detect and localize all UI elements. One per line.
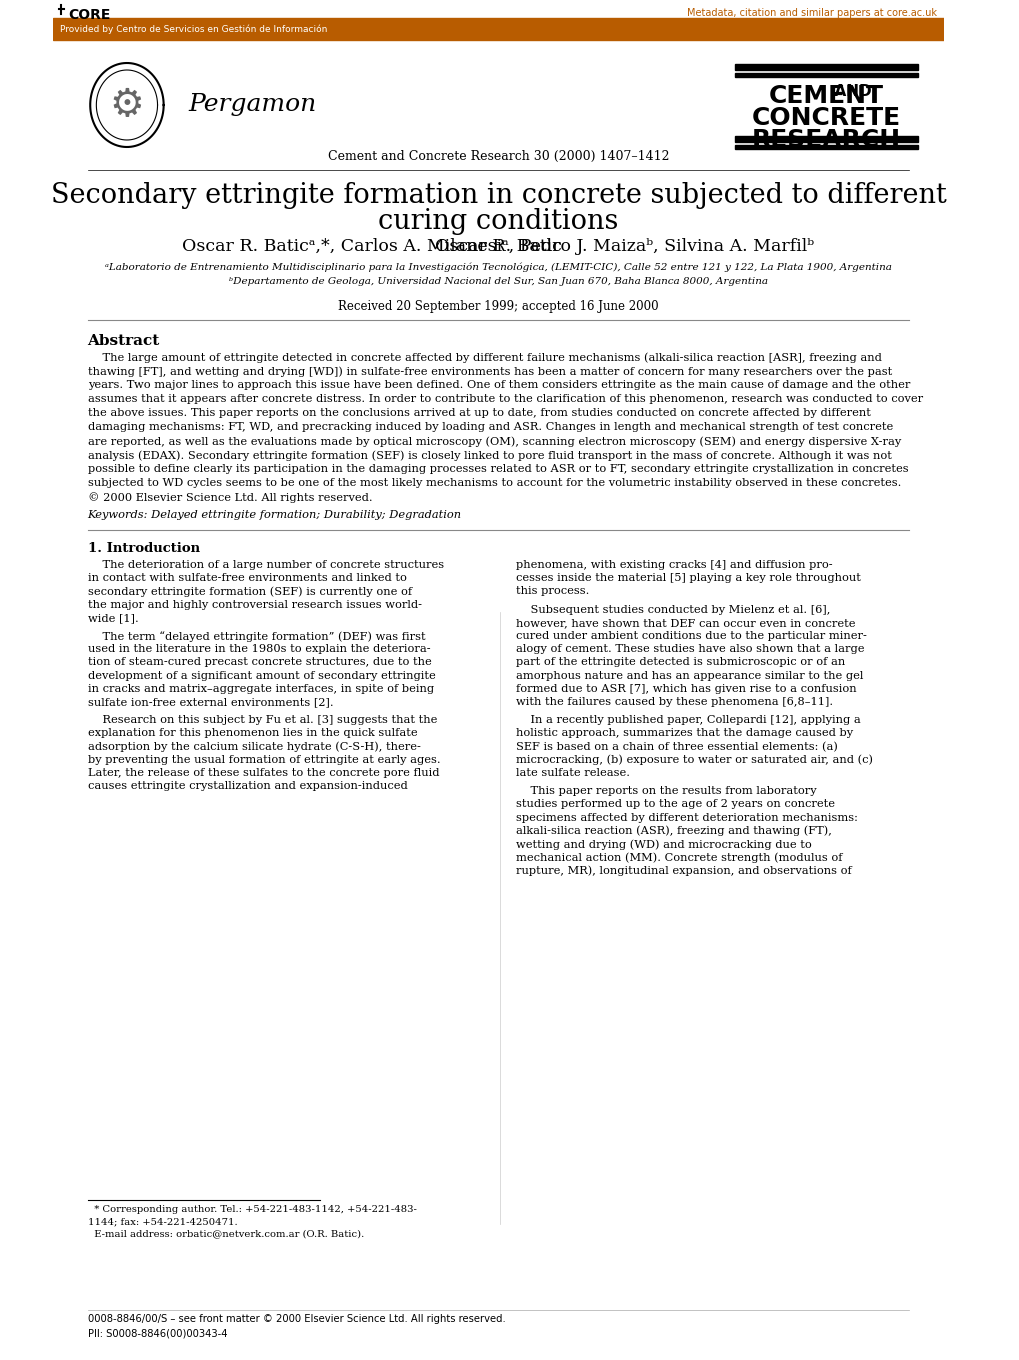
- Text: Oscar R. Batic: Oscar R. Batic: [435, 238, 561, 256]
- Bar: [734, 146, 917, 150]
- Text: sulfate ion-free external environments [2].: sulfate ion-free external environments […: [88, 698, 333, 707]
- Text: The large amount of ettringite detected in concrete affected by different failur: The large amount of ettringite detected …: [88, 352, 880, 363]
- Text: Cement and Concrete Research 30 (2000) 1407–1412: Cement and Concrete Research 30 (2000) 1…: [327, 150, 668, 163]
- Text: ⚙: ⚙: [109, 86, 145, 124]
- Text: 1. Introduction: 1. Introduction: [88, 543, 200, 555]
- Text: 0008-8846/00/S – see front matter © 2000 Elsevier Science Ltd. All rights reserv: 0008-8846/00/S – see front matter © 2000…: [88, 1314, 504, 1325]
- Text: assumes that it appears after concrete distress. In order to contribute to the c: assumes that it appears after concrete d…: [88, 394, 922, 404]
- Text: part of the ettringite detected is submicroscopic or of an: part of the ettringite detected is submi…: [516, 657, 845, 668]
- Text: used in the literature in the 1980s to explain the deteriora-: used in the literature in the 1980s to e…: [88, 645, 430, 654]
- Text: Later, the release of these sulfates to the concrete pore fluid: Later, the release of these sulfates to …: [88, 768, 438, 778]
- Text: Provided by Centro de Servicios en Gestión de Información: Provided by Centro de Servicios en Gesti…: [59, 24, 327, 34]
- Bar: [734, 136, 917, 141]
- Text: cesses inside the material [5] playing a key role throughout: cesses inside the material [5] playing a…: [516, 573, 860, 583]
- Text: damaging mechanisms: FT, WD, and precracking induced by loading and ASR. Changes: damaging mechanisms: FT, WD, and precrac…: [88, 422, 892, 432]
- Text: holistic approach, summarizes that the damage caused by: holistic approach, summarizes that the d…: [516, 729, 852, 738]
- Text: tion of steam-cured precast concrete structures, due to the: tion of steam-cured precast concrete str…: [88, 657, 431, 668]
- Text: the above issues. This paper reports on the conclusions arrived at up to date, f: the above issues. This paper reports on …: [88, 408, 869, 418]
- Text: AND: AND: [781, 84, 870, 99]
- Text: CORE: CORE: [68, 8, 111, 22]
- Text: Pergamon: Pergamon: [187, 94, 316, 117]
- Text: causes ettringite crystallization and expansion-induced: causes ettringite crystallization and ex…: [88, 781, 407, 792]
- Text: CEMENT: CEMENT: [768, 84, 883, 107]
- Text: Secondary ettringite formation in concrete subjected to different: Secondary ettringite formation in concre…: [51, 182, 946, 209]
- Text: The term “delayed ettringite formation” (DEF) was first: The term “delayed ettringite formation” …: [88, 631, 425, 642]
- Text: alogy of cement. These studies have also shown that a large: alogy of cement. These studies have also…: [516, 645, 864, 654]
- Text: subjected to WD cycles seems to be one of the most likely mechanisms to account : subjected to WD cycles seems to be one o…: [88, 477, 900, 488]
- Text: Keywords: Delayed ettringite formation; Durability; Degradation: Keywords: Delayed ettringite formation; …: [88, 510, 462, 520]
- Text: cured under ambient conditions due to the particular miner-: cured under ambient conditions due to th…: [516, 631, 866, 641]
- Text: studies performed up to the age of 2 years on concrete: studies performed up to the age of 2 yea…: [516, 800, 835, 809]
- Text: Research on this subject by Fu et al. [3] suggests that the: Research on this subject by Fu et al. [3…: [88, 715, 436, 725]
- Text: analysis (EDAX). Secondary ettringite formation (SEF) is closely linked to pore : analysis (EDAX). Secondary ettringite fo…: [88, 450, 891, 461]
- Text: rupture, MR), longitudinal expansion, and observations of: rupture, MR), longitudinal expansion, an…: [516, 865, 851, 876]
- Text: Received 20 September 1999; accepted 16 June 2000: Received 20 September 1999; accepted 16 …: [338, 301, 658, 313]
- Text: ᵃLaboratorio de Entrenamiento Multidisciplinario para la Investigación Tecnológi: ᵃLaboratorio de Entrenamiento Multidisci…: [105, 262, 891, 272]
- Text: in contact with sulfate-free environments and linked to: in contact with sulfate-free environment…: [88, 573, 407, 583]
- Text: phenomena, with existing cracks [4] and diffusion pro-: phenomena, with existing cracks [4] and …: [516, 560, 832, 570]
- Text: mechanical action (MM). Concrete strength (modulus of: mechanical action (MM). Concrete strengt…: [516, 853, 842, 862]
- Text: amorphous nature and has an appearance similar to the gel: amorphous nature and has an appearance s…: [516, 670, 862, 680]
- Text: © 2000 Elsevier Science Ltd. All rights reserved.: © 2000 Elsevier Science Ltd. All rights …: [88, 492, 372, 503]
- Bar: [734, 73, 917, 78]
- Text: Abstract: Abstract: [88, 335, 160, 348]
- Text: are reported, as well as the evaluations made by optical microscopy (OM), scanni: are reported, as well as the evaluations…: [88, 437, 900, 446]
- Text: 1144; fax: +54-221-4250471.: 1144; fax: +54-221-4250471.: [88, 1217, 237, 1225]
- Text: curing conditions: curing conditions: [378, 208, 619, 235]
- Text: SEF is based on a chain of three essential elements: (a): SEF is based on a chain of three essenti…: [516, 741, 837, 752]
- Text: development of a significant amount of secondary ettringite: development of a significant amount of s…: [88, 670, 435, 680]
- Text: possible to define clearly its participation in the damaging processes related t: possible to define clearly its participa…: [88, 464, 907, 475]
- Text: CONCRETE: CONCRETE: [751, 106, 900, 131]
- Text: adsorption by the calcium silicate hydrate (C-S-H), there-: adsorption by the calcium silicate hydra…: [88, 741, 420, 752]
- Text: however, have shown that DEF can occur even in concrete: however, have shown that DEF can occur e…: [516, 617, 855, 628]
- Text: this process.: this process.: [516, 586, 589, 597]
- Text: alkali-silica reaction (ASR), freezing and thawing (FT),: alkali-silica reaction (ASR), freezing a…: [516, 826, 832, 836]
- Text: explanation for this phenomenon lies in the quick sulfate: explanation for this phenomenon lies in …: [88, 729, 417, 738]
- Text: years. Two major lines to approach this issue have been defined. One of them con: years. Two major lines to approach this …: [88, 379, 909, 390]
- Text: ᵇDepartamento de Geologa, Universidad Nacional del Sur, San Juan 670, Baha Blanc: ᵇDepartamento de Geologa, Universidad Na…: [229, 277, 767, 286]
- Text: specimens affected by different deterioration mechanisms:: specimens affected by different deterior…: [516, 813, 857, 823]
- Text: Oscar R. Baticᵃ,*, Carlos A. Milanesiᵃ, Pedro J. Maizaᵇ, Silvina A. Marfilᵇ: Oscar R. Baticᵃ,*, Carlos A. Milanesiᵃ, …: [182, 238, 814, 256]
- Bar: [734, 64, 917, 69]
- Text: secondary ettringite formation (SEF) is currently one of: secondary ettringite formation (SEF) is …: [88, 586, 412, 597]
- Text: PII: S0008-8846(00)00343-4: PII: S0008-8846(00)00343-4: [88, 1327, 227, 1338]
- Text: E-mail address: orbatic@netverk.com.ar (O.R. Batic).: E-mail address: orbatic@netverk.com.ar (…: [88, 1229, 364, 1238]
- Bar: [53, 18, 944, 39]
- Text: late sulfate release.: late sulfate release.: [516, 768, 630, 778]
- Text: wetting and drying (WD) and microcracking due to: wetting and drying (WD) and microcrackin…: [516, 839, 811, 850]
- Text: This paper reports on the results from laboratory: This paper reports on the results from l…: [516, 786, 816, 796]
- Text: thawing [FT], and wetting and drying [WD]) in sulfate-free environments has been: thawing [FT], and wetting and drying [WD…: [88, 366, 891, 377]
- Text: * Corresponding author. Tel.: +54-221-483-1142, +54-221-483-: * Corresponding author. Tel.: +54-221-48…: [88, 1205, 416, 1214]
- Text: microcracking, (b) exposure to water or saturated air, and (c): microcracking, (b) exposure to water or …: [516, 755, 872, 766]
- Text: wide [1].: wide [1].: [88, 613, 139, 623]
- Text: The deterioration of a large number of concrete structures: The deterioration of a large number of c…: [88, 560, 443, 570]
- Text: by preventing the usual formation of ettringite at early ages.: by preventing the usual formation of ett…: [88, 755, 440, 764]
- Text: the major and highly controversial research issues world-: the major and highly controversial resea…: [88, 600, 421, 609]
- Text: Metadata, citation and similar papers at core.ac.uk: Metadata, citation and similar papers at…: [687, 8, 936, 18]
- Text: in cracks and matrix–aggregate interfaces, in spite of being: in cracks and matrix–aggregate interface…: [88, 684, 433, 694]
- Text: In a recently published paper, Collepardi [12], applying a: In a recently published paper, Collepard…: [516, 715, 860, 725]
- Text: Subsequent studies conducted by Mielenz et al. [6],: Subsequent studies conducted by Mielenz …: [516, 605, 829, 615]
- Text: with the failures caused by these phenomena [6,8–11].: with the failures caused by these phenom…: [516, 698, 833, 707]
- Text: RESEARCH: RESEARCH: [751, 128, 900, 152]
- Text: formed due to ASR [7], which has given rise to a confusion: formed due to ASR [7], which has given r…: [516, 684, 856, 694]
